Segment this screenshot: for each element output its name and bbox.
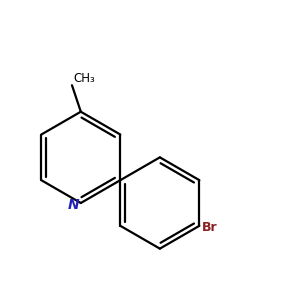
Text: CH₃: CH₃ bbox=[74, 72, 95, 85]
Text: Br: Br bbox=[202, 221, 218, 234]
Text: N: N bbox=[68, 198, 79, 212]
